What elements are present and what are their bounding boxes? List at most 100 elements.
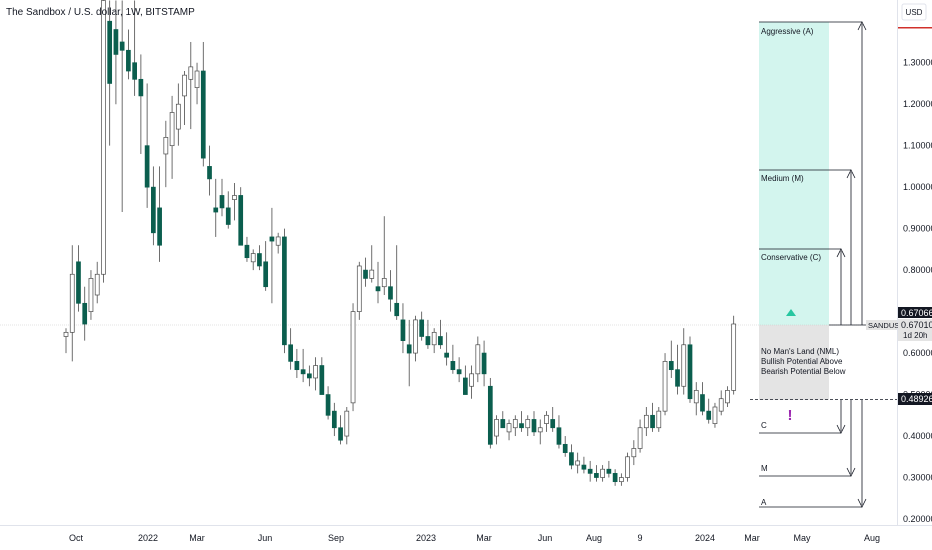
candle-down [406,344,412,354]
arrow-down-m-head [846,467,856,477]
label-down-c: C [761,421,767,430]
candle-down [556,427,562,445]
badge-zone-bottom: 0.48926 [901,394,932,404]
candle-up [494,419,499,437]
candle-down [294,361,300,371]
candle-up [619,477,624,483]
candle-down [519,423,524,429]
badge-zone-top-bg [898,307,932,318]
candle-up [250,253,256,263]
label-aggressive: Aggressive (A) [761,27,814,36]
candle-down [388,286,393,300]
candle-down [562,443,568,453]
arrow-aggressive-head [857,21,867,31]
currency-button-bg[interactable] [901,3,927,21]
candle-down [338,427,343,441]
candle-up [69,273,75,333]
candle-down [650,414,655,429]
candle-down [394,302,400,317]
arrow-down-c-head [836,424,846,434]
candle-down [687,344,693,400]
time-tick-label: Sep [328,533,344,543]
candle-down [126,49,131,72]
candle-down [487,385,493,445]
candle-down [668,361,674,371]
candle-down [144,145,150,188]
candle-down [282,236,287,346]
time-tick-label: Oct [69,533,84,543]
candle-down [425,336,431,346]
candle-up [512,419,518,429]
candle-up [232,195,237,200]
candle-down [113,29,119,55]
candle-up [94,273,100,296]
badge-countdown: 1d 20h [903,331,927,340]
candle-up [718,398,724,412]
upside-arrows [829,21,867,326]
candle-up [693,390,699,404]
candle-down [213,207,219,213]
candle-up [469,373,474,387]
time-axis[interactable]: Oct 2022 Mar Jun Sep 2023 Mar Jun Aug 9 2024 Mar May… [69,533,880,543]
time-tick-label: Mar [189,533,205,543]
candle-down [500,419,506,429]
label-nml-line2: Bullish Potential Above [761,357,843,366]
label-medium: Medium (M) [761,174,804,183]
candle-up [63,331,69,337]
candle-down [119,41,125,51]
candle-up [712,406,718,424]
chart-title: The Sandbox / U.S. dollar, 1W, BITSTAMP [6,7,195,18]
badge-last: 0.67010 [901,320,932,330]
candle-down [419,319,425,337]
candle-up [731,323,737,391]
candle-up [475,344,481,375]
candle-down [82,302,88,325]
candle-up [182,74,187,97]
candle-up [369,269,375,279]
candle-up [350,311,356,404]
arrow-conservative-head [836,248,846,258]
candle-down [319,365,325,395]
bull-triangle-icon [786,309,796,316]
candle-down [438,336,443,346]
candle-down [151,186,156,234]
candle-up [537,427,543,433]
candle-up [681,344,687,387]
badge-symbol-bg [866,320,897,330]
candle-up [163,137,169,155]
candle-down [76,261,81,304]
candle-down [456,369,462,375]
time-tick-label: Aug [586,533,602,543]
candle-up [575,460,581,466]
badge-zone-top: 0.67066 [901,308,932,318]
time-tick-label: Aug [864,533,880,543]
bear-exclamation-icon: ! [788,407,793,424]
candle-up [506,423,512,433]
candle-down [706,410,712,420]
time-tick-label: 2023 [416,533,436,543]
candle-up [88,278,94,312]
candle-down [594,473,599,478]
candle-up [662,361,668,412]
candle-up [356,265,362,312]
currency-button[interactable]: USD [906,8,923,17]
candle-down [444,352,449,358]
target-zone-upper [759,22,829,325]
time-tick-label: 9 [637,533,642,543]
candle-up [169,112,175,147]
candle-down [375,286,381,292]
badge-zone-bottom-bg [898,393,932,405]
candle-down [288,344,293,362]
candle-down [219,195,225,209]
candle-up [275,236,281,246]
candle-down [225,207,231,225]
candle-down [244,244,250,259]
candles-group [63,0,737,486]
candle-up [637,427,643,449]
candle-down [450,361,456,371]
candle-down [569,452,574,466]
